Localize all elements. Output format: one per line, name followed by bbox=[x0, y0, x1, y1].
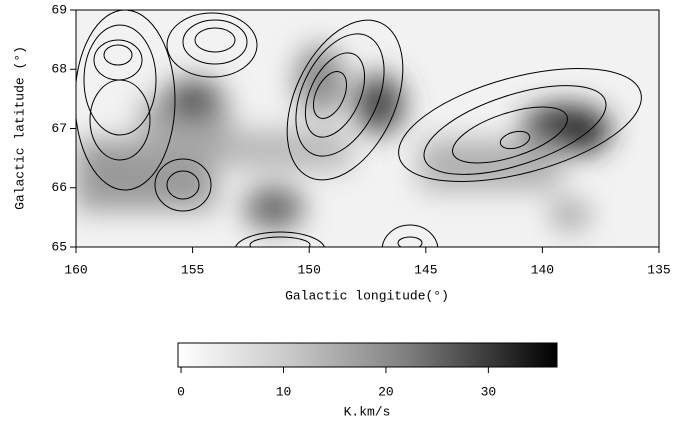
x-tick-label: 140 bbox=[531, 262, 554, 277]
x-tick-label: 155 bbox=[181, 262, 204, 277]
contours bbox=[76, 10, 642, 247]
y-tick-label: 65 bbox=[51, 239, 67, 254]
colorbar-tick-label: 0 bbox=[177, 384, 185, 399]
x-tick-label: 135 bbox=[647, 262, 670, 277]
colorbar-tick-label: 10 bbox=[276, 384, 292, 399]
colorbar-tick-label: 20 bbox=[378, 384, 394, 399]
x-tick-label: 160 bbox=[64, 262, 87, 277]
y-tick-label: 69 bbox=[51, 2, 67, 17]
y-tick-label: 68 bbox=[51, 62, 67, 77]
x-tick-label: 150 bbox=[297, 262, 320, 277]
x-tick-label: 145 bbox=[414, 262, 437, 277]
y-axis-label: Galactic latitude (°) bbox=[12, 46, 27, 210]
colorbar bbox=[177, 342, 558, 368]
colorbar-tick-label: 30 bbox=[481, 384, 497, 399]
x-axis-label: Galactic longitude(°) bbox=[285, 288, 449, 303]
map bbox=[76, 10, 659, 247]
y-tick-label: 67 bbox=[51, 121, 67, 136]
colorbar-label: K.km/s bbox=[344, 404, 391, 419]
y-tick-label: 66 bbox=[51, 180, 67, 195]
